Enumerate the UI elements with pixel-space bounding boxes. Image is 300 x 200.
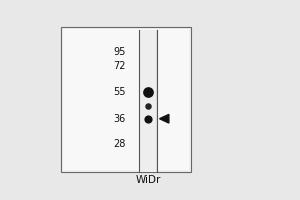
Bar	[63, 29, 189, 170]
Point	[146, 105, 150, 108]
Bar	[139, 30, 157, 172]
Bar	[140, 30, 156, 172]
Bar	[61, 27, 191, 172]
Point	[146, 117, 150, 120]
Text: 28: 28	[113, 139, 126, 149]
Text: WiDr: WiDr	[135, 175, 161, 185]
Polygon shape	[160, 114, 169, 123]
Text: 36: 36	[114, 114, 126, 124]
Text: 95: 95	[113, 47, 126, 57]
Text: 55: 55	[113, 87, 126, 97]
Text: 72: 72	[113, 61, 126, 71]
Point	[146, 90, 150, 93]
